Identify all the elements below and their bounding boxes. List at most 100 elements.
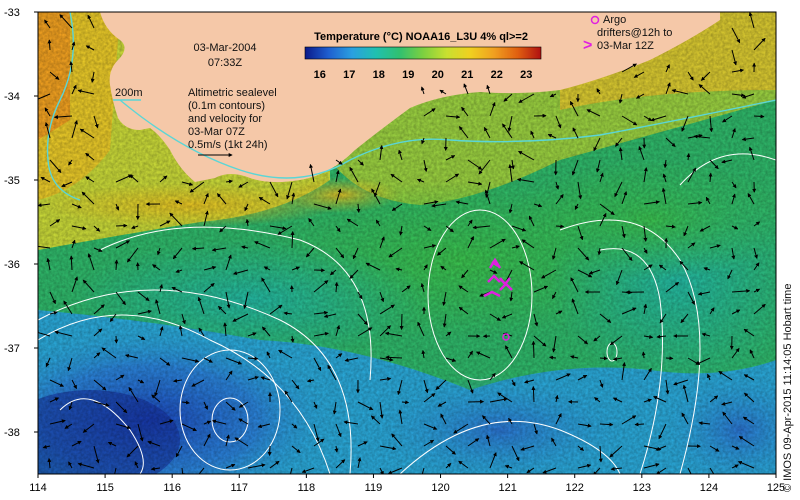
velocity-arrow — [599, 212, 607, 227]
lon-tick-label: 123 — [633, 482, 651, 494]
velocity-arrow — [571, 298, 579, 315]
velocity-arrow — [85, 45, 95, 51]
velocity-arrow — [508, 203, 513, 214]
velocity-arrow — [373, 181, 381, 198]
velocity-arrow — [301, 467, 315, 474]
velocity-arrow — [385, 355, 403, 360]
velocity-arrow — [49, 419, 66, 425]
velocity-arrow — [254, 241, 271, 249]
velocity-arrow — [291, 423, 298, 429]
velocity-arrow — [686, 153, 691, 161]
lon-tick-label: 122 — [566, 482, 584, 494]
velocity-arrow — [261, 277, 271, 293]
velocity-arrow — [267, 445, 272, 457]
velocity-arrow — [245, 218, 250, 227]
velocity-arrow — [508, 164, 513, 183]
velocity-arrow — [379, 144, 384, 161]
velocity-arrow — [203, 433, 211, 447]
velocity-arrow — [67, 357, 73, 372]
velocity-arrow — [260, 376, 271, 381]
velocity-arrow — [577, 463, 592, 469]
velocity-arrow — [225, 357, 243, 365]
velocity-arrow — [687, 291, 695, 305]
velocity-arrow — [225, 254, 232, 271]
velocity-arrow — [423, 379, 429, 394]
velocity-arrow — [577, 374, 588, 381]
velocity-arrow — [306, 378, 315, 383]
velocity-arrow — [93, 445, 100, 464]
velocity-arrow — [156, 247, 161, 256]
velocity-arrow — [635, 93, 645, 99]
velocity-arrow — [731, 68, 745, 73]
velocity-arrow — [357, 441, 368, 447]
velocity-arrow — [423, 393, 436, 403]
velocity-arrow — [501, 313, 513, 319]
velocity-arrow — [234, 437, 249, 447]
velocity-arrow — [357, 327, 373, 337]
velocity-arrows — [38, 12, 766, 474]
velocity-arrow — [49, 379, 65, 387]
velocity-arrow — [633, 71, 645, 78]
velocity-arrow — [665, 281, 680, 293]
velocity-arrow — [665, 82, 671, 95]
velocity-arrow — [379, 236, 385, 249]
velocity-arrow — [741, 137, 755, 142]
velocity-arrow — [445, 463, 452, 469]
velocity-arrow — [665, 137, 676, 147]
velocity-arrow — [705, 196, 711, 205]
velocity-arrow — [93, 379, 107, 391]
velocity-arrow — [598, 445, 603, 463]
velocity-arrow — [609, 445, 623, 458]
velocity-arrow — [115, 203, 120, 211]
velocity-arrow — [114, 335, 119, 344]
velocity-arrow — [455, 200, 469, 205]
velocity-arrow — [71, 379, 77, 390]
velocity-arrow — [533, 285, 549, 293]
velocity-arrow — [656, 334, 667, 339]
velocity-arrow — [577, 269, 593, 278]
velocity-arrow — [269, 304, 283, 315]
velocity-arrow — [189, 181, 205, 193]
isobath-200m — [46, 12, 776, 201]
lat-tick-label: -34 — [4, 91, 20, 103]
velocity-arrow — [731, 464, 739, 469]
velocity-arrow — [596, 88, 601, 95]
velocity-arrow — [683, 225, 689, 237]
velocity-arrow — [748, 12, 755, 29]
velocity-arrow — [357, 401, 374, 411]
velocity-arrow — [511, 445, 520, 462]
velocity-arrow — [54, 330, 73, 337]
velocity-arrow — [398, 149, 403, 161]
velocity-arrow — [181, 181, 194, 186]
velocity-arrow — [391, 433, 403, 447]
velocity-arrow — [423, 108, 436, 117]
velocity-arrow — [486, 434, 491, 447]
velocity-arrow — [593, 335, 601, 342]
velocity-arrow — [569, 100, 579, 117]
velocity-arrow — [661, 187, 667, 205]
velocity-arrow — [700, 71, 711, 81]
velocity-arrow — [71, 276, 79, 293]
velocity-arrow — [497, 392, 513, 403]
velocity-arrow — [335, 423, 342, 438]
velocity-arrow — [731, 445, 740, 450]
velocity-arrow — [753, 262, 760, 271]
velocity-arrow — [687, 167, 697, 183]
velocity-arrow — [181, 313, 186, 325]
velocity-arrow — [753, 37, 766, 51]
velocity-arrow — [305, 247, 315, 258]
velocity-arrow — [489, 397, 508, 403]
velocity-arrow — [421, 349, 426, 359]
velocity-arrow — [687, 200, 703, 205]
velocity-arrow — [335, 188, 342, 205]
velocity-arrow — [53, 115, 73, 120]
velocity-arrow — [291, 445, 301, 454]
map-frame — [37, 11, 777, 475]
velocity-arrow — [45, 357, 51, 368]
velocity-arrow — [93, 115, 99, 129]
velocity-arrow — [379, 376, 392, 381]
velocity-arrow — [313, 203, 332, 210]
velocity-arrow — [114, 467, 117, 474]
velocity-arrow — [555, 413, 562, 425]
colorbar: Temperature (°C) NOAA16_L3U 4% ql>=2 16 1… — [304, 31, 542, 81]
